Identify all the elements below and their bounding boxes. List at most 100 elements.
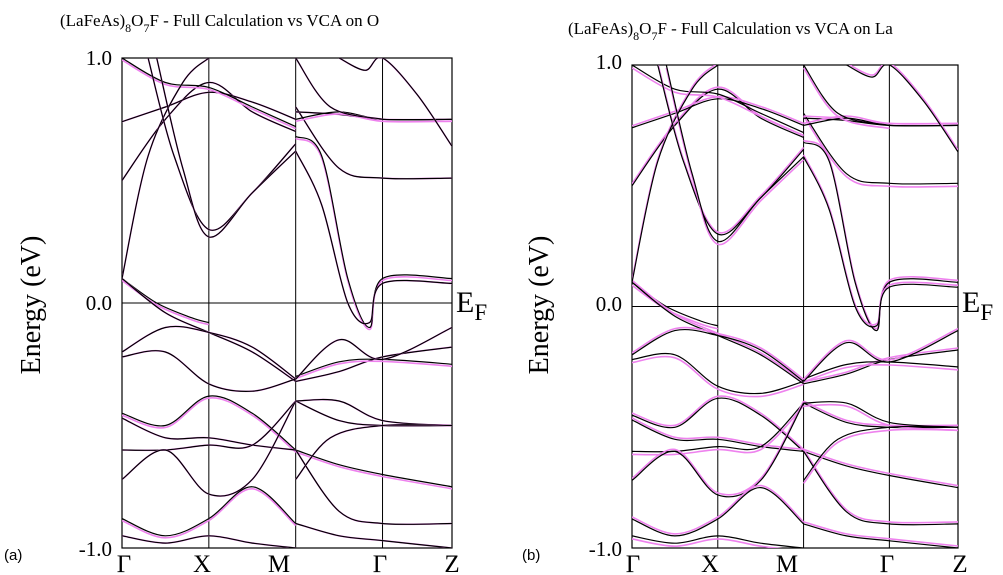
panel-b-band-full (632, 352, 804, 395)
panel-b-band-full (632, 486, 804, 537)
panel-a-band-vca (295, 423, 452, 480)
panel-a-xtick-x: X (193, 551, 211, 575)
panel-b-xtick-x: X (701, 551, 719, 575)
panel-b-band-vca (803, 347, 958, 383)
panel-b-plot-area (631, 64, 959, 549)
panel-b-fermi-label: EF (962, 286, 993, 325)
panel-a-ytick-top: 1.0 (86, 46, 112, 70)
panel-a-xtick-gamma-2: Γ (373, 551, 387, 575)
panel-b-band-vca (632, 400, 805, 496)
panel-b-band-vca (632, 538, 783, 548)
panel-a-band-full (122, 400, 297, 497)
panel-a-band-vca (122, 397, 297, 453)
panel-b-band-full (632, 402, 805, 453)
panel-b: (LaFeAs)8O7F - Full Calculation vs VCA o… (522, 19, 993, 575)
panel-a-band-vca (122, 58, 210, 279)
panel-b-band-vca (632, 284, 719, 330)
panel-a-band-vca (295, 522, 452, 548)
panel-b-band-full (632, 402, 805, 498)
panel-b-xtick-gamma-1: Γ (626, 551, 640, 575)
panel-b-band-full (665, 65, 805, 242)
panel-b-band-full (803, 156, 958, 328)
panel-b-band-full (803, 349, 958, 385)
panel-b-band-full (632, 419, 804, 452)
panel-a-xtick-labels: Γ X M Γ Z (117, 551, 460, 575)
panel-a-band-full (122, 535, 296, 548)
panel-b-band-full (803, 141, 958, 332)
panel-b-band-full (803, 523, 958, 548)
panel-b-band-full (803, 450, 958, 489)
panel-a-bands (122, 58, 452, 548)
panel-b-band-vca (803, 521, 958, 547)
panel-b-band-full (846, 65, 958, 153)
panel-b-band-vca (632, 484, 805, 535)
panel-a-band-vca (295, 451, 452, 490)
panel-a-band-full (295, 358, 452, 378)
panel-b-band-vca (803, 115, 958, 125)
panel-a-band-full (295, 522, 452, 548)
panel-a-band-vca (295, 400, 452, 427)
panel-b-band-full (632, 98, 804, 129)
panel-a-band-vca (295, 360, 452, 380)
panel-b-xtick-m: M (776, 551, 798, 575)
panel-b-title: (LaFeAs)8O7F - Full Calculation vs VCA o… (568, 19, 893, 43)
panel-a-band-full (122, 81, 296, 181)
panel-a-xtick-gamma-1: Γ (117, 551, 131, 575)
panel-b-band-vca (848, 65, 958, 151)
panel-b-band-vca (802, 67, 890, 130)
panel-b-band-full (657, 65, 805, 236)
panel-b-band-full (632, 65, 719, 283)
panel-a-band-full (122, 350, 296, 392)
panel-b-band-full (632, 535, 804, 548)
panel-a-band-vca (338, 58, 452, 147)
panel-a-band-vca (122, 59, 297, 130)
panel-b-band-vca (803, 364, 958, 383)
panel-b-xtick-labels: Γ X M Γ Z (626, 551, 968, 575)
panel-b-band-vca (803, 448, 958, 487)
panel-a-band-full (338, 58, 452, 147)
panel-b-band-full (803, 117, 958, 127)
panel-b-band-full (803, 65, 890, 126)
panel-a-band-full (156, 58, 297, 238)
panel-b-band-vca (632, 326, 805, 381)
panel-b-label: (b) (522, 547, 540, 564)
panel-b-band-full (632, 88, 804, 187)
panel-b-band-vca (803, 139, 958, 330)
panel-a-band-vca (295, 137, 452, 331)
panel-b-band-vca (802, 428, 958, 484)
panel-b-ylabel: Energy (eV) (524, 236, 555, 375)
panel-a-band-full (122, 417, 296, 451)
panel-a-band-full (122, 486, 297, 537)
panel-b-band-full (803, 451, 958, 526)
panel-a-band-full (122, 278, 209, 324)
panel-a-xtick-m: M (268, 551, 290, 575)
panel-a-band-full (295, 326, 452, 380)
panel-b-band-full (632, 65, 804, 134)
panel-b-band-full (803, 425, 958, 481)
panel-b-band-vca (803, 327, 958, 380)
panel-a-band-full (295, 111, 452, 121)
panel-b-band-full (803, 112, 958, 185)
panel-a-band-full (122, 395, 297, 451)
panel-b-band-full (632, 281, 718, 327)
panel-a-band-full (295, 400, 452, 427)
panel-a-band-full (295, 424, 452, 480)
panel-a-band-vca (295, 113, 452, 123)
panel-a-band-full (295, 150, 452, 325)
panel-b-bands (632, 65, 958, 548)
panel-b-band-full (803, 402, 958, 429)
panel-b-xtick-gamma-2: Γ (880, 551, 894, 575)
panel-b-band-vca (632, 405, 805, 456)
panel-a-band-full (122, 58, 296, 128)
panel-a-band-full (122, 325, 297, 380)
panel-b-ytick-top: 1.0 (596, 50, 622, 74)
panel-b-band-full (632, 328, 804, 382)
panel-b-ytick-mid: 0.0 (596, 292, 622, 316)
panel-b-band-vca (802, 154, 958, 326)
panel-a-band-full (122, 400, 297, 451)
panel-b-xtick-z: Z (952, 551, 967, 575)
panel-a: (LaFeAs)8O7F - Full Calculation vs VCA o… (4, 11, 487, 575)
panel-a-title: (LaFeAs)8O7F - Full Calculation vs VCA o… (60, 11, 379, 35)
panel-a-ytick-mid: 0.0 (86, 291, 112, 315)
panel-b-ytick-bottom: -1.0 (589, 537, 622, 561)
